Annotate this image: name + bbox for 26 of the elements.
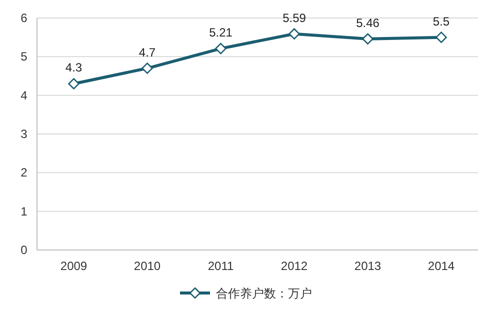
point [215, 42, 226, 54]
point [436, 32, 447, 43]
x-tick-label: 2011 [208, 259, 234, 273]
point [68, 78, 80, 90]
x-tick-label: 2012 [280, 259, 308, 273]
x-tick-label: 2014 [428, 259, 455, 273]
y-tick-label: 6 [20, 11, 28, 25]
x-tick-label: 2009 [60, 259, 88, 273]
legend-label: 合作养户数：万户 [216, 286, 312, 300]
y-tick-label: 1 [20, 204, 28, 218]
point [288, 28, 300, 40]
y-tick-label: 0 [20, 243, 28, 257]
data-label: 5.5 [432, 14, 450, 28]
data-label: 5.59 [282, 10, 306, 25]
x-tick-label: 2013 [354, 259, 382, 273]
y-tick-label: 4 [20, 88, 28, 102]
y-tick-label: 3 [20, 127, 28, 141]
point [362, 33, 374, 45]
data-label: 5.21 [209, 26, 233, 40]
y-tick-label: 2 [20, 166, 28, 180]
data-label: 4.3 [65, 60, 82, 75]
data-label: 4.7 [138, 45, 156, 60]
point [142, 62, 153, 74]
y-tick-label: 5 [20, 50, 28, 64]
data-label: 5.46 [356, 16, 380, 30]
x-tick-label: 2010 [134, 259, 161, 273]
